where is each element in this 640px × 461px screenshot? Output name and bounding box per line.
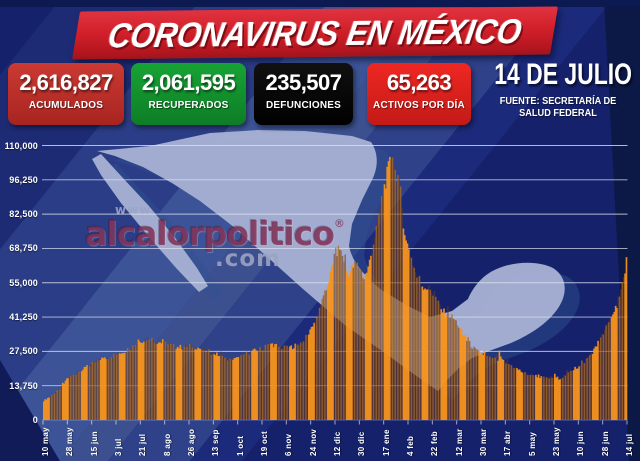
x-tick-label: 4 feb: [406, 435, 415, 456]
stat-acumulados-value: 2,616,827: [19, 70, 113, 95]
y-tick-label: 27,500: [9, 346, 38, 357]
source-line-2: SALUD FEDERAL: [519, 108, 597, 119]
source-attribution: FUENTE: SECRETARÍA DE SALUD FEDERAL: [489, 96, 627, 120]
x-tick-label: 28 may: [65, 427, 75, 456]
x-tick-label: 12 dic: [333, 431, 342, 456]
x-tick-label: 26 ago: [187, 428, 196, 456]
stat-defunciones: 235,507 DEFUNCIONES: [254, 63, 353, 125]
x-tick-label: 3 jul: [114, 438, 123, 456]
page-title: CORONAVIRUS EN MÉXICO: [105, 11, 525, 55]
x-tick-label: 30 mar: [479, 428, 488, 456]
stat-activos: 65,263 ACTIVOS POR DÍA: [367, 63, 471, 125]
x-tick-label: 1 oct: [235, 435, 245, 456]
x-tick-label: 10 jun: [576, 431, 586, 456]
stat-recuperados: 2,061,595 RECUPERADOS: [131, 63, 246, 125]
source-line-1: FUENTE: SECRETARÍA DE: [499, 96, 617, 107]
x-tick-label: 19 oct: [260, 431, 269, 456]
stat-defunciones-value: 235,507: [265, 70, 342, 95]
x-tick-label: 6 nov: [284, 433, 294, 456]
y-tick-label: 82,500: [9, 209, 38, 220]
axis-ticks: [42, 420, 628, 425]
x-tick-label: 17 abr: [503, 430, 513, 456]
x-tick-label: 30 dic: [357, 431, 367, 456]
x-tick-label: 5 may: [527, 431, 537, 456]
y-tick-label: 96,250: [9, 174, 38, 185]
x-tick-label: 24 nov: [308, 428, 318, 456]
report-date: 14 DE JULIO: [494, 57, 633, 91]
x-tick-label: 22 feb: [430, 431, 440, 456]
stat-recuperados-label: RECUPERADOS: [148, 100, 229, 111]
stat-acumulados: 2,616,827 ACUMULADOS: [8, 63, 124, 125]
bars-layer: [43, 156, 628, 421]
y-tick-label: 13,750: [9, 380, 38, 391]
stat-activos-value: 65,263: [386, 70, 452, 95]
stat-recuperados-value: 2,061,595: [141, 70, 236, 95]
x-tick-label: 12 mar: [454, 428, 464, 456]
stat-defunciones-label: DEFUNCIONES: [266, 100, 341, 111]
x-tick-label: 14 jul: [625, 433, 634, 456]
x-tick-label: 15 jun: [89, 431, 99, 456]
y-tick-label: 110,000: [4, 140, 38, 151]
x-tick-label: 8 ago: [162, 433, 172, 456]
stat-acumulados-label: ACUMULADOS: [28, 100, 104, 111]
x-tick-label: 21 jul: [138, 433, 148, 456]
x-tick-label: 23 may: [552, 427, 561, 456]
y-tick-label: 41,250: [9, 312, 38, 323]
x-tick-label: 17 ene: [381, 429, 391, 456]
y-tick-label: 0: [32, 415, 38, 425]
stat-activos-label: ACTIVOS POR DÍA: [373, 100, 465, 111]
y-tick-label: 55,000: [9, 277, 38, 288]
x-tick-label: 28 jun: [600, 431, 610, 456]
x-tick-label: 10 may: [41, 427, 50, 456]
date-block: 14 DE JULIO FUENTE: SECRETARÍA DE SALUD …: [483, 57, 633, 120]
x-tick-label: 13 sep: [211, 429, 221, 456]
y-tick-label: 68,750: [9, 243, 38, 254]
title-banner: CORONAVIRUS EN MÉXICO: [72, 6, 558, 60]
